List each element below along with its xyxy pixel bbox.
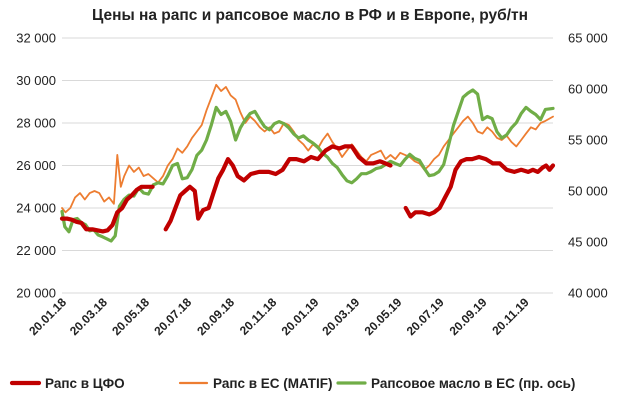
legend-item: Рапсовое масло в ЕС (пр. ось) bbox=[336, 376, 575, 391]
series-line bbox=[59, 184, 155, 234]
right-axis-tick-label: 60 000 bbox=[568, 82, 608, 97]
left-axis-tick-label: 28 000 bbox=[16, 116, 56, 131]
series-line bbox=[61, 83, 554, 214]
left-axis-tick-label: 22 000 bbox=[16, 243, 56, 258]
legend: Рапс в ЦФО Рапс в ЕС (MATIF) Рапсовое масл… bbox=[9, 376, 575, 391]
left-axis-tick-label: 20 000 bbox=[16, 286, 56, 301]
left-axis-tick-labels: 20 000 22 000 24 000 26 000 28 000 30 000 32 0… bbox=[16, 31, 56, 301]
legend-item: Рапс в ЕС (MATIF) bbox=[178, 376, 333, 391]
series-lines bbox=[59, 83, 556, 243]
left-axis-tick-label: 30 000 bbox=[16, 73, 56, 88]
left-axis-tick-label: 24 000 bbox=[16, 201, 56, 216]
left-axis-tick-label: 32 000 bbox=[16, 31, 56, 46]
series-line bbox=[163, 144, 393, 232]
right-axis-tick-labels: 40 000 45 000 50 000 55 000 60 000 65 000 bbox=[568, 31, 608, 301]
right-axis-tick-label: 45 000 bbox=[568, 235, 608, 250]
right-axis-tick-label: 40 000 bbox=[568, 286, 608, 301]
series-raps-cfo bbox=[59, 144, 556, 234]
left-axis-tick-label: 26 000 bbox=[16, 158, 56, 173]
legend-label: Рапс в ЦФО bbox=[45, 376, 125, 391]
legend-item: Рапс в ЦФО bbox=[9, 376, 125, 391]
right-axis-tick-label: 65 000 bbox=[568, 31, 608, 46]
legend-label: Рапсовое масло в ЕС (пр. ось) bbox=[371, 376, 575, 391]
legend-label: Рапс в ЕС (MATIF) bbox=[213, 376, 333, 391]
chart-title: Цены на рапс и рапсовое масло в РФ и в Е… bbox=[92, 7, 528, 24]
right-axis-tick-label: 50 000 bbox=[568, 184, 608, 199]
gridlines bbox=[62, 37, 553, 294]
series-line bbox=[403, 154, 556, 219]
right-axis-tick-label: 55 000 bbox=[568, 133, 608, 148]
series-raps-eu-matif bbox=[61, 83, 554, 214]
